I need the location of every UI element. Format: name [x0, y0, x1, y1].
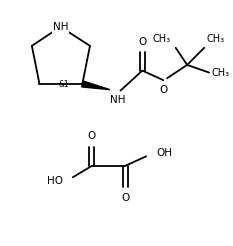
- Text: O: O: [138, 37, 147, 47]
- Text: NH: NH: [53, 22, 68, 32]
- Text: &1: &1: [58, 80, 69, 89]
- Text: HO: HO: [47, 176, 63, 186]
- Text: CH₃: CH₃: [153, 34, 171, 44]
- Polygon shape: [82, 81, 110, 90]
- Text: NH: NH: [110, 95, 125, 105]
- Text: CH₃: CH₃: [212, 67, 230, 77]
- Text: O: O: [159, 85, 168, 95]
- Text: O: O: [88, 131, 96, 141]
- Text: CH₃: CH₃: [206, 34, 224, 44]
- Text: O: O: [121, 193, 129, 202]
- Text: OH: OH: [157, 148, 173, 157]
